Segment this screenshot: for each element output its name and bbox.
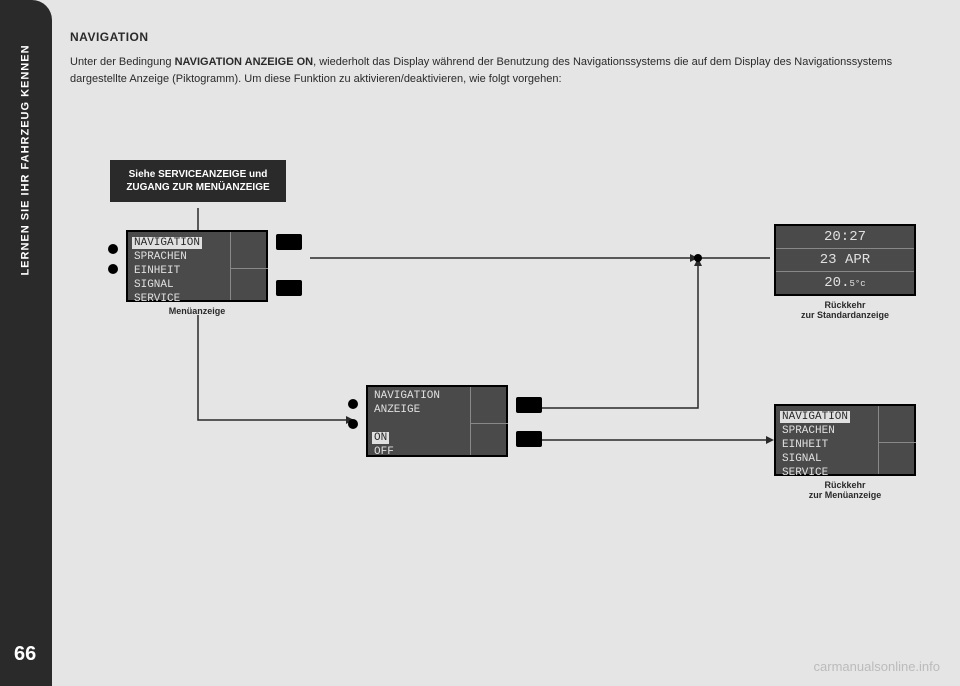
button-rect[interactable] [516, 397, 542, 413]
clock-caption: Rückkehr zur Standardanzeige [774, 300, 916, 320]
lcd-line: ANZEIGE [368, 403, 506, 417]
lcd-line: SIGNAL [776, 452, 914, 466]
note-line1: Siehe SERVICEANZEIGE und [122, 168, 274, 181]
lcd-line: EINHEIT [776, 438, 914, 452]
button-rect[interactable] [276, 234, 302, 250]
menu1-group: NAVIGATION SPRACHEN EINHEIT SIGNAL SERVI… [126, 230, 268, 316]
button-rect[interactable] [516, 431, 542, 447]
button-dot[interactable] [108, 264, 118, 274]
lcd-line: ON [372, 432, 389, 444]
menu3-caption: Rückkehr zur Menüanzeige [774, 480, 916, 500]
para-bold: NAVIGATION ANZEIGE ON [175, 56, 314, 68]
flow-lines [70, 140, 930, 620]
button-dot[interactable] [348, 419, 358, 429]
menu3-display: NAVIGATION SPRACHEN EINHEIT SIGNAL SERVI… [774, 404, 916, 476]
para-pre: Unter der Bedingung [70, 56, 175, 68]
page: LERNEN SIE IHR FAHRZEUG KENNEN 66 NAVIGA… [0, 0, 960, 686]
lcd-line: SPRACHEN [776, 424, 914, 438]
menu2-group: NAVIGATION ANZEIGE ON OFF [366, 385, 508, 457]
watermark: carmanualsonline.info [814, 659, 940, 674]
side-tab-text: LERNEN SIE IHR FAHRZEUG KENNEN [20, 44, 32, 275]
lcd-line: SERVICE [776, 466, 914, 480]
lcd-line: OFF [368, 445, 506, 459]
clock-group: 20:27 23 APR 20.5°c Rückkehr zur Standar… [774, 224, 916, 320]
button-rect[interactable] [276, 280, 302, 296]
lcd-line: NAVIGATION [780, 411, 850, 423]
flow-diagram: Siehe SERVICEANZEIGE und ZUGANG ZUR MENÜ… [70, 140, 930, 620]
junction-dot [694, 254, 702, 262]
page-number: 66 [14, 643, 36, 666]
lcd-line: SIGNAL [128, 278, 266, 292]
lcd-line: NAVIGATION [132, 237, 202, 249]
lcd-line: EINHEIT [128, 264, 266, 278]
lcd-line: NAVIGATION [368, 389, 506, 403]
menu1-caption: Menüanzeige [126, 306, 268, 316]
section-title: NAVIGATION [70, 30, 930, 44]
body-paragraph: Unter der Bedingung NAVIGATION ANZEIGE O… [70, 54, 930, 87]
content-area: NAVIGATION Unter der Bedingung NAVIGATIO… [70, 30, 930, 93]
lcd-line: SPRACHEN [128, 250, 266, 264]
clock-display: 20:27 23 APR 20.5°c [774, 224, 916, 296]
menu1-display: NAVIGATION SPRACHEN EINHEIT SIGNAL SERVI… [126, 230, 268, 302]
button-dot[interactable] [348, 399, 358, 409]
note-line2: ZUGANG ZUR MENÜANZEIGE [122, 181, 274, 194]
clock-date: 23 APR [776, 249, 914, 272]
side-tab: LERNEN SIE IHR FAHRZEUG KENNEN [12, 30, 40, 290]
menu3-group: NAVIGATION SPRACHEN EINHEIT SIGNAL SERVI… [774, 404, 916, 500]
clock-temp: 20.5°c [776, 272, 914, 294]
button-dot[interactable] [108, 244, 118, 254]
menu2-display: NAVIGATION ANZEIGE ON OFF [366, 385, 508, 457]
note-box: Siehe SERVICEANZEIGE und ZUGANG ZUR MENÜ… [110, 160, 286, 202]
lcd-line: SERVICE [128, 292, 266, 306]
clock-time: 20:27 [776, 226, 914, 249]
